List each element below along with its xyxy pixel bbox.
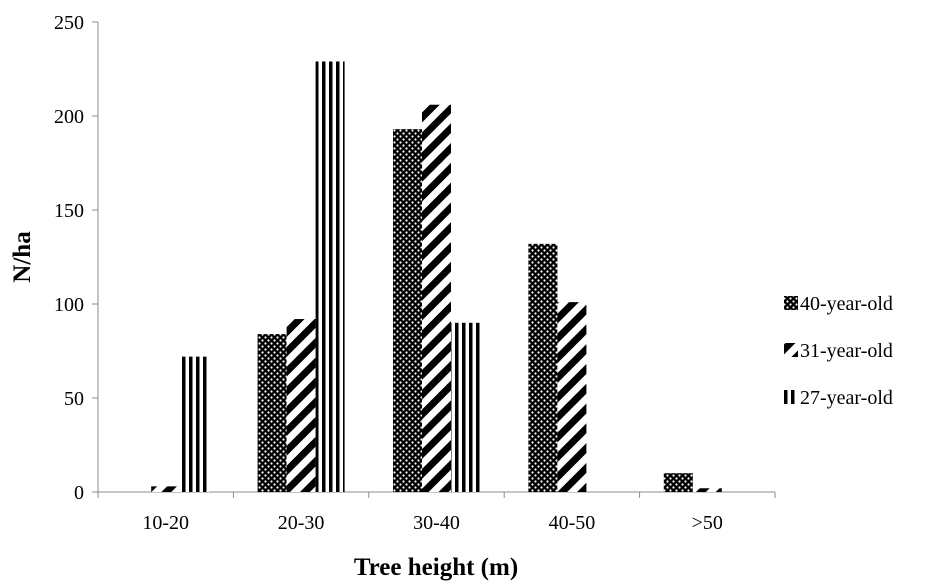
y-tick-label: 100 xyxy=(54,294,84,316)
bar-40-year-old-1 xyxy=(257,334,287,492)
y-tick-label: 250 xyxy=(54,12,84,34)
bar-31-year-old-1 xyxy=(286,319,316,492)
bar-40-year-old-3 xyxy=(528,243,558,492)
bar-27-year-old-1 xyxy=(315,61,345,492)
legend-label: 31-year-old xyxy=(800,340,893,362)
x-tick-label: 30-40 xyxy=(413,512,460,534)
y-tick-label: 200 xyxy=(54,106,84,128)
y-tick-label: 50 xyxy=(64,388,84,410)
y-tick-label: 150 xyxy=(54,200,84,222)
legend-label: 27-year-old xyxy=(800,387,893,409)
x-axis-title: Tree height (m) xyxy=(354,554,518,581)
x-tick-label: >50 xyxy=(692,512,723,534)
bar-31-year-old-3 xyxy=(557,302,587,492)
bar-31-year-old-4 xyxy=(692,488,722,492)
legend-label: 40-year-old xyxy=(800,293,893,315)
bars xyxy=(151,61,722,492)
y-axis-title: N/ha xyxy=(9,231,36,283)
y-axis: 0 50 100 150 200 250 xyxy=(54,12,99,504)
bar-40-year-old-2 xyxy=(393,129,422,492)
legend-swatch-40-year-old xyxy=(784,296,798,310)
x-tick-label: 40-50 xyxy=(549,512,596,534)
x-axis: 10-20 20-30 30-40 40-50 >50 xyxy=(97,491,776,534)
bar-27-year-old-0 xyxy=(180,356,210,492)
bar-31-year-old-2 xyxy=(422,104,451,492)
x-tick-label: 20-30 xyxy=(278,512,325,534)
y-tick-label: 0 xyxy=(74,482,84,504)
bar-40-year-old-4 xyxy=(663,473,693,492)
legend: 40-year-old 31-year-old 27-year-old xyxy=(784,293,893,409)
bar-27-year-old-2 xyxy=(451,322,480,492)
legend-swatch-27-year-old xyxy=(784,390,798,404)
legend-swatch-31-year-old xyxy=(784,343,798,357)
bar-31-year-old-0 xyxy=(151,486,181,492)
x-tick-label: 10-20 xyxy=(142,512,189,534)
